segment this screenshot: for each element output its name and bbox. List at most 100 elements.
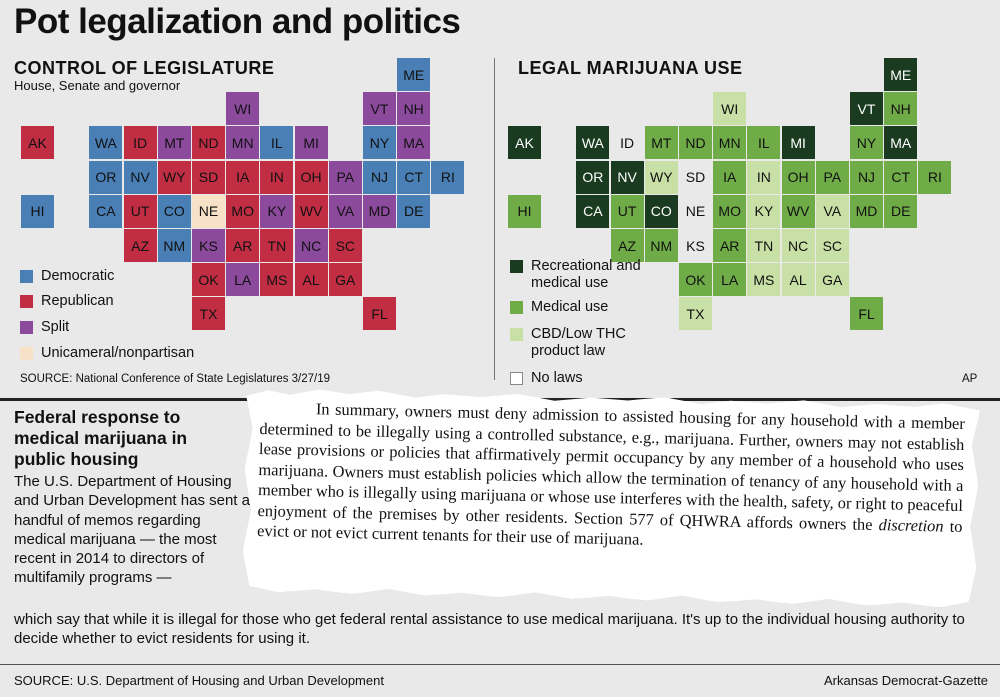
state-tile-tn: TN [260,229,294,262]
federal-body-continued: which say that while it is illegal for t… [14,611,965,648]
state-tile-nv: NV [610,160,644,194]
legend-republican: Republican [20,293,114,310]
left-panel-subtitle: House, Senate and governor [14,78,181,93]
state-tile-co: CO [644,194,678,228]
legend-label: Republican [41,293,114,309]
state-tile-ma: MA [884,126,918,160]
state-tile-pa: PA [815,160,849,194]
state-tile-ca: CA [576,194,610,228]
state-tile-sc: SC [328,229,362,262]
state-tile-wi: WI [713,92,747,126]
state-tile-nh: NH [884,92,918,126]
state-tile-ks: KS [686,237,705,254]
legend-cbd: CBD/Low THC product law [510,326,650,360]
state-tile-nj: NJ [850,160,883,194]
state-tile-mn: MN [226,126,260,160]
state-tile-mo: MO [713,194,747,228]
state-tile-mt: MT [157,126,191,160]
state-tile-ar: AR [226,229,260,262]
state-tile-al: AL [781,263,815,297]
state-tile-wy: WY [157,160,191,194]
legend-swatch [510,372,523,385]
state-tile-ga: GA [328,263,362,297]
left-panel-title: CONTROL OF LEGISLATURE [14,58,275,78]
legend-label: Split [41,319,70,335]
state-tile-me: ME [397,58,431,91]
state-tile-nd: ND [192,126,225,160]
state-tile-wa: WA [576,126,610,160]
state-tile-wa: WA [89,126,123,160]
state-tile-ga: GA [815,263,849,297]
memo-text: In summary, owners must deny admission t… [257,398,965,557]
legend-label: CBD/Low THC product law [531,326,626,359]
state-tile-la: LA [226,263,260,297]
federal-body: The U.S. Department of Housing and Urban… [14,473,250,587]
state-tile-tx: TX [192,297,225,331]
state-tile-wy: WY [644,160,678,194]
state-tile-ak: AK [508,126,541,160]
state-tile-mi: MI [294,126,328,160]
state-tile-nj: NJ [363,160,396,194]
memo-text-emphasis: discretion [878,514,944,536]
state-tile-la: LA [713,263,747,297]
state-tile-sd: SD [685,169,706,186]
state-tile-tn: TN [747,229,781,262]
state-tile-ri: RI [431,160,465,194]
legend-split: Split [20,319,69,336]
legend-label: Recreational and medical use [531,258,641,291]
state-tile-vt: VT [850,92,883,126]
state-tile-ar: AR [713,229,747,262]
legend-label: Unicameral/nonpartisan [41,345,195,361]
legend-swatch [20,347,33,360]
state-tile-or: OR [89,160,123,194]
state-tile-ia: IA [713,160,747,194]
state-tile-in: IN [260,160,294,194]
state-tile-il: IL [747,126,781,160]
legend-recreational: Recreational and medical use [510,258,670,292]
state-tile-wv: WV [294,194,328,228]
state-tile-ut: UT [123,194,157,228]
state-tile-ma: MA [397,126,431,160]
legend-swatch [20,321,33,334]
state-tile-oh: OH [294,160,328,194]
state-tile-ia: IA [226,160,260,194]
state-tile-id: ID [123,126,157,160]
state-tile-ks: KS [192,229,225,262]
page-title: Pot legalization and politics [14,2,461,41]
state-tile-nm: NM [157,229,191,262]
footer-source: SOURCE: U.S. Department of Housing and U… [14,673,384,688]
state-tile-nv: NV [123,160,157,194]
legend-label: Medical use [531,299,609,315]
state-tile-de: DE [397,194,431,228]
state-tile-hi: HI [21,194,54,228]
state-tile-mi: MI [781,126,815,160]
state-tile-wi: WI [226,92,260,126]
state-tile-ms: MS [747,263,781,297]
footer-credit: Arkansas Democrat-Gazette [823,673,988,688]
legend-medical: Medical use [510,299,608,316]
state-tile-nc: NC [294,229,328,262]
state-tile-ok: OK [192,263,225,297]
state-tile-md: MD [363,194,396,228]
state-tile-ne: NE [685,203,706,220]
legend-democratic: Democratic [20,268,114,285]
state-tile-ca: CA [89,194,123,228]
legend-swatch [510,328,523,341]
state-tile-sc: SC [815,229,849,262]
state-tile-ri: RI [918,160,952,194]
state-tile-al: AL [294,263,328,297]
state-tile-ok: OK [679,263,712,297]
state-tile-mn: MN [713,126,747,160]
panel-divider [494,58,495,380]
left-source: SOURCE: National Conference of State Leg… [20,373,331,385]
state-tile-oh: OH [781,160,815,194]
legend-swatch [20,270,33,283]
legend-nolaws: No laws [510,370,583,387]
state-tile-ny: NY [850,126,883,160]
state-tile-ak: AK [21,126,54,160]
state-tile-ne: NE [192,194,225,228]
right-panel-title: LEGAL MARIJUANA USE [518,58,743,78]
state-tile-vt: VT [363,92,396,126]
state-tile-ms: MS [260,263,294,297]
